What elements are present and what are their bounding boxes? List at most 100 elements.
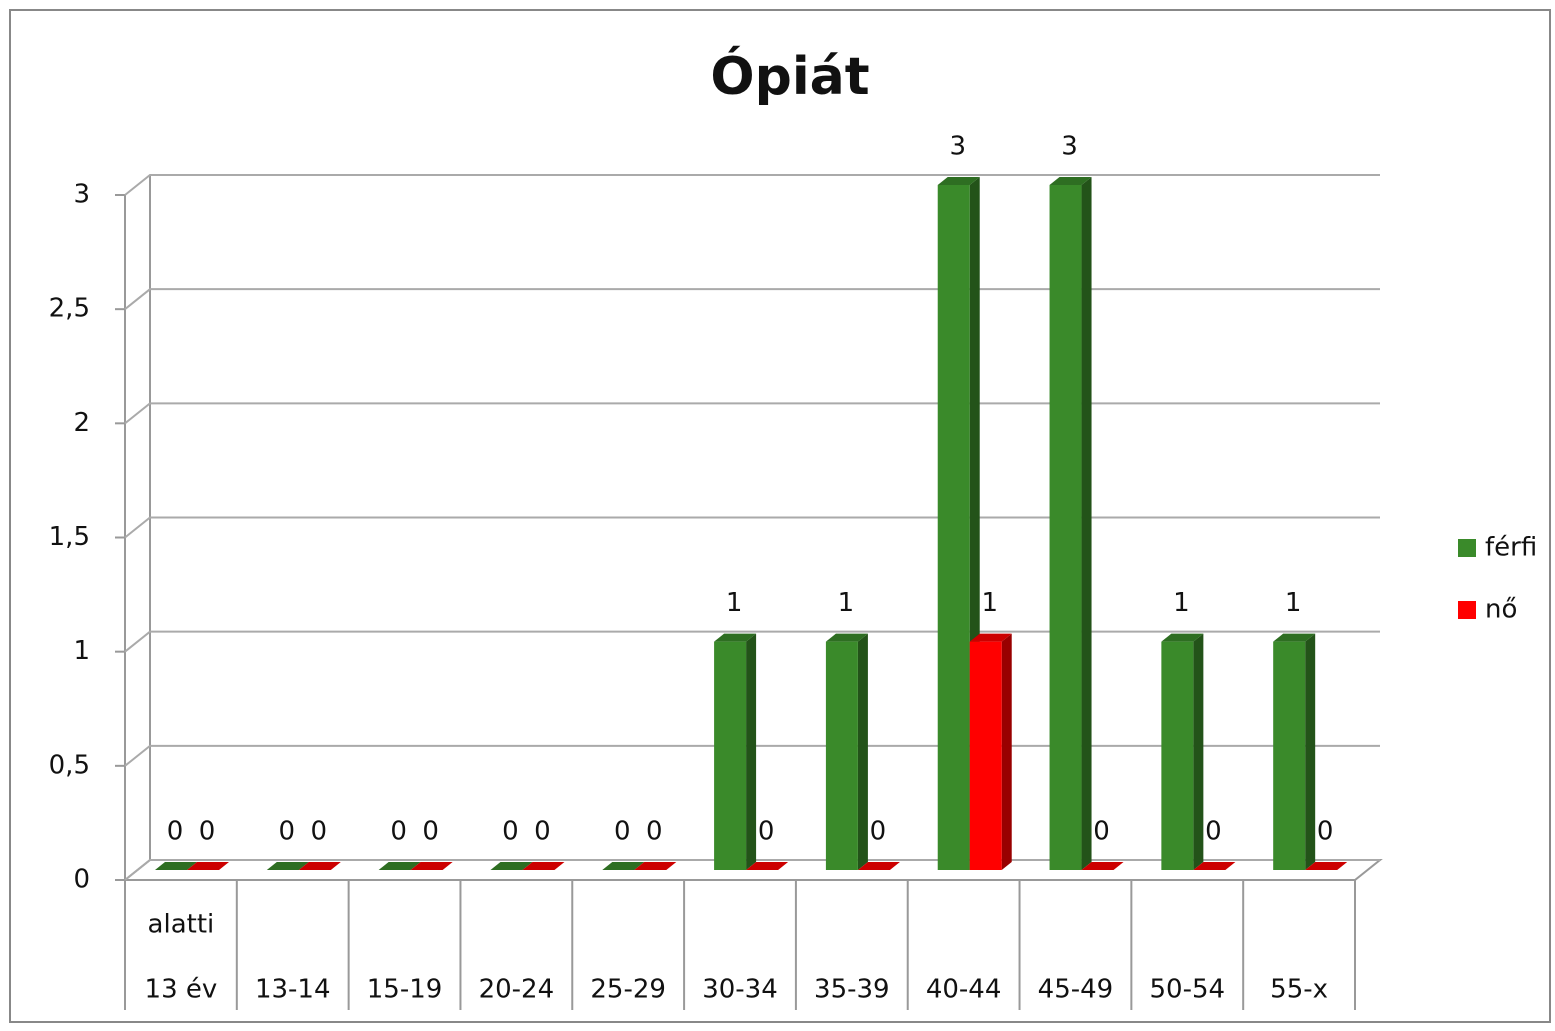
bar-face <box>969 633 1012 642</box>
bar-face <box>714 633 757 642</box>
data-label: 0 <box>870 817 887 847</box>
bar <box>187 862 229 870</box>
bar-face <box>857 862 900 870</box>
bar-face <box>714 641 747 870</box>
legend-label: férfi <box>1485 533 1537 563</box>
bar <box>602 862 645 870</box>
bar <box>857 862 900 870</box>
bar-face <box>1305 862 1348 870</box>
bar-face <box>746 862 789 870</box>
x-tick-label: 45-49 <box>1038 975 1114 1005</box>
data-label: 0 <box>311 817 328 847</box>
bar-face <box>1001 633 1012 870</box>
bar <box>490 862 533 870</box>
legend-label: nő <box>1485 595 1517 625</box>
data-label: 1 <box>838 588 855 618</box>
bar-face <box>1273 641 1306 870</box>
legend-swatch <box>1458 539 1476 557</box>
data-label: 1 <box>726 588 743 618</box>
x-tick-label: 40-44 <box>926 975 1002 1005</box>
x-tick-label: 13-14 <box>255 975 331 1005</box>
bar-face <box>634 862 677 870</box>
y-tick-label: 3 <box>73 180 90 210</box>
x-tick-label: 13 év <box>145 975 218 1005</box>
bar-face <box>1049 185 1082 870</box>
x-tick-label: 30-34 <box>702 975 778 1005</box>
data-label: 0 <box>279 817 296 847</box>
data-label: 3 <box>1061 132 1078 162</box>
data-label: 0 <box>1317 817 1334 847</box>
y-tick-label: 0,5 <box>49 750 90 780</box>
bar-face <box>266 862 309 870</box>
bar-face <box>602 862 645 870</box>
x-tick-label: 15-19 <box>367 975 443 1005</box>
data-label: 0 <box>534 817 551 847</box>
bar-face <box>857 633 868 870</box>
bar-face <box>1273 633 1316 642</box>
bar-face <box>187 862 229 870</box>
y-tick-label: 2,5 <box>49 294 90 324</box>
bar-face <box>969 641 1002 870</box>
bar-face <box>1161 633 1204 642</box>
bar-face <box>1193 633 1204 870</box>
bar <box>522 862 565 870</box>
data-label: 0 <box>502 817 519 847</box>
bar <box>378 862 421 870</box>
x-tick-label: 55-x <box>1270 975 1328 1005</box>
bar-face <box>1305 633 1316 870</box>
bar-face <box>1193 862 1236 870</box>
bar <box>969 633 1012 870</box>
legend-swatch <box>1458 601 1476 619</box>
bar <box>1305 862 1348 870</box>
bar <box>825 633 868 870</box>
bar-face <box>522 862 565 870</box>
bar-face <box>1049 177 1092 185</box>
bar <box>266 862 309 870</box>
y-tick-label: 1 <box>73 636 90 666</box>
grid-line <box>124 174 1380 196</box>
data-label: 3 <box>949 132 966 162</box>
bar-face <box>410 862 453 870</box>
data-label: 0 <box>1093 817 1110 847</box>
chart-title: Ópiát <box>710 45 869 107</box>
bar-face <box>1081 177 1092 870</box>
bar <box>634 862 677 870</box>
x-tick-label: 20-24 <box>479 975 555 1005</box>
y-tick-label: 1,5 <box>49 522 90 552</box>
bar-face <box>937 177 980 185</box>
y-tick-label: 2 <box>73 408 90 438</box>
data-label: 1 <box>981 588 998 618</box>
bar <box>1049 177 1092 870</box>
bar-face <box>155 862 197 870</box>
bar-face <box>825 633 868 642</box>
bar <box>155 862 197 870</box>
data-label: 0 <box>199 817 216 847</box>
bar-face <box>1161 641 1194 870</box>
data-label: 0 <box>1205 817 1222 847</box>
data-label: 0 <box>422 817 439 847</box>
bar-face <box>378 862 421 870</box>
bar-face <box>825 641 858 870</box>
data-label: 1 <box>1285 588 1302 618</box>
bar <box>1273 633 1316 870</box>
bar-face <box>1081 862 1124 870</box>
bar <box>1081 862 1124 870</box>
data-label: 0 <box>167 817 184 847</box>
data-label: 0 <box>390 817 407 847</box>
x-tick-label: 50-54 <box>1149 975 1225 1005</box>
bar <box>1161 633 1204 870</box>
data-label: 1 <box>1173 588 1190 618</box>
bar-face <box>298 862 341 870</box>
x-tick-label: 35-39 <box>814 975 890 1005</box>
bar-face <box>937 185 970 870</box>
x-tick-sublabel: alatti <box>148 910 215 940</box>
bar <box>1193 862 1236 870</box>
data-label: 0 <box>646 817 663 847</box>
x-tick-label: 25-29 <box>590 975 666 1005</box>
bar <box>298 862 341 870</box>
bar-face <box>746 633 757 870</box>
y-tick-label: 0 <box>73 865 90 895</box>
bar-face <box>490 862 533 870</box>
bar <box>410 862 453 870</box>
